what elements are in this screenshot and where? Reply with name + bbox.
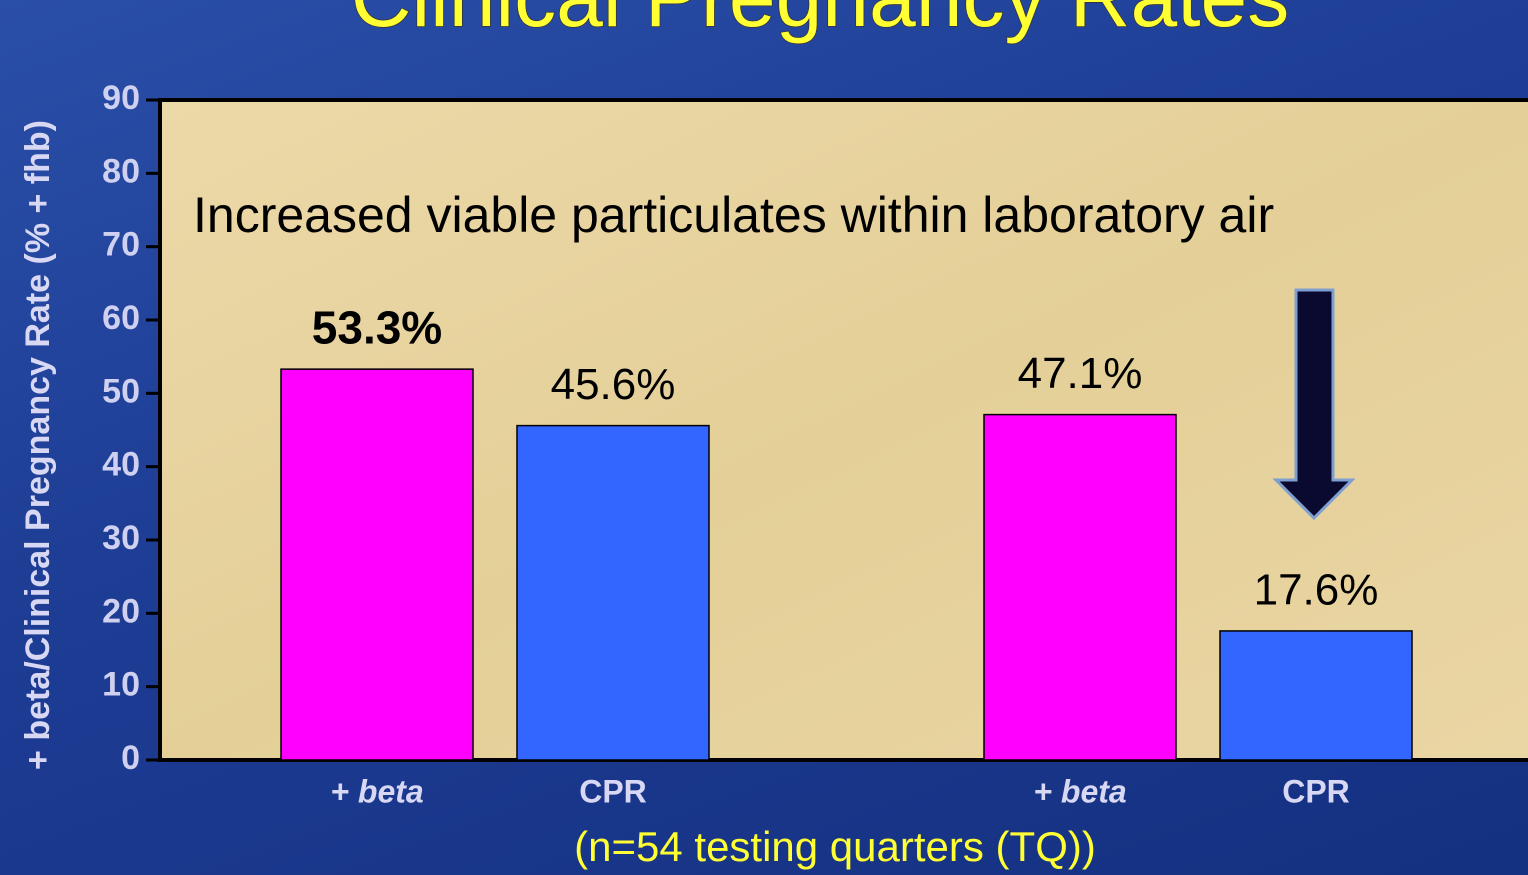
y-tick-label: 50 [102, 372, 140, 410]
y-tick-label: 30 [102, 519, 140, 557]
annotation: Increased viable particulates within lab… [193, 187, 1275, 243]
y-tick-label: 70 [102, 226, 140, 264]
y-axis-label: + beta/Clinical Pregnancy Rate (% + fhb) [19, 120, 57, 770]
value-label: 45.6% [551, 360, 676, 409]
x-tick-label: + beta [330, 773, 423, 809]
y-tick-label: 90 [102, 79, 140, 117]
x-tick-label: CPR [579, 773, 647, 809]
y-tick-label: 40 [102, 446, 140, 484]
y-tick-label: 60 [102, 299, 140, 337]
value-label: 53.3% [312, 301, 442, 353]
y-tick-label: 20 [102, 592, 140, 630]
value-label: 17.6% [1254, 566, 1379, 615]
chart-title: Clinical Pregnancy Rates [351, 0, 1289, 44]
bar [983, 413, 1177, 761]
value-label: 47.1% [1018, 349, 1143, 398]
y-tick-label: 80 [102, 152, 140, 190]
arrow [1272, 288, 1356, 521]
bar [516, 424, 710, 761]
x-tick-label: CPR [1282, 773, 1350, 809]
y-tick-label: 10 [102, 666, 140, 704]
x-axis-label: (n=54 testing quarters (TQ)) [574, 823, 1096, 870]
y-tick-label: 0 [121, 739, 140, 777]
x-tick-label: + beta [1033, 773, 1126, 809]
bar [280, 368, 474, 761]
bar [1219, 630, 1413, 761]
